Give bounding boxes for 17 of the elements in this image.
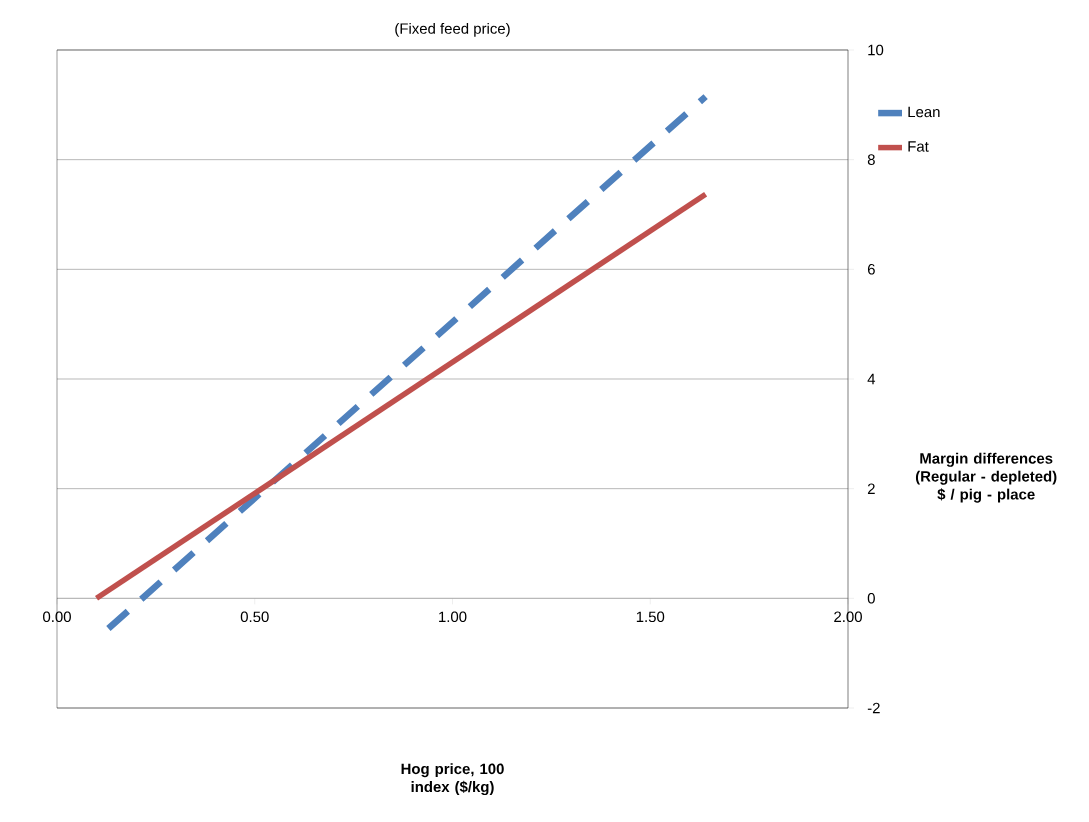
- y-tick-label: 0: [867, 593, 875, 604]
- y-tick-label: 2: [867, 483, 875, 494]
- x-tick-label: 1.00: [439, 611, 467, 623]
- y-axis-title: Margin differences (Regular - depleted) $ / pig - place: [915, 452, 1057, 503]
- y-tick-label: 6: [867, 264, 875, 275]
- y-tick-label: 4: [867, 373, 876, 385]
- x-tick-label: 0.00: [43, 611, 71, 623]
- chart-title: (Fixed feed price): [395, 22, 510, 37]
- x-tick-label: 2.00: [834, 611, 862, 623]
- y-tick-label: -2: [867, 702, 880, 714]
- x-tick-label: 1.50: [636, 611, 665, 623]
- x-axis-title: Hog price, 100 index ($/kg): [401, 763, 504, 796]
- legend-label: Fat: [908, 141, 929, 152]
- legend-label: Lean: [908, 106, 940, 118]
- y-tick-label: 10: [868, 44, 884, 56]
- y-tick-label: 8: [867, 154, 875, 165]
- x-tick-label: 0.50: [240, 611, 269, 623]
